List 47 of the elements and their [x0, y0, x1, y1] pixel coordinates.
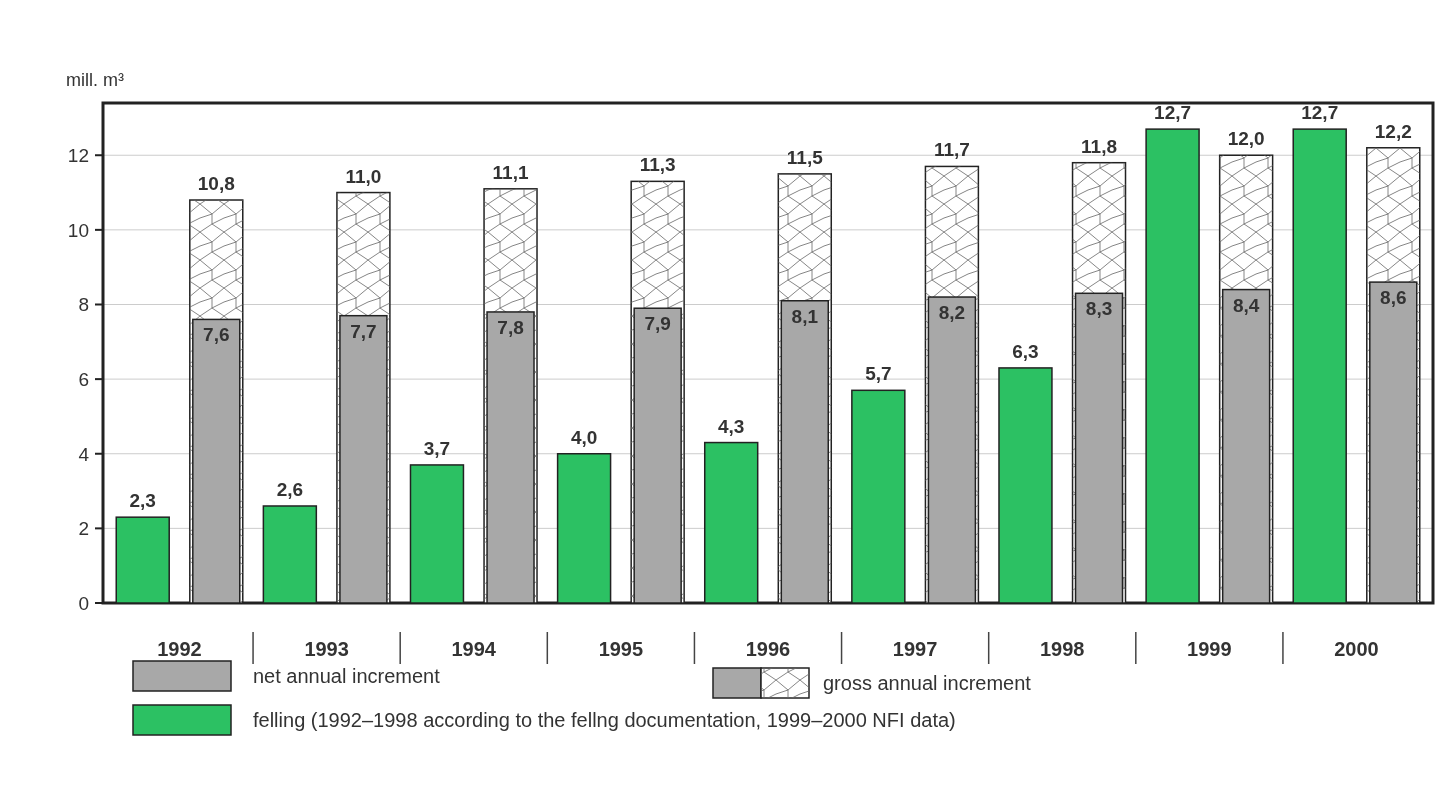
data-label: 8,4 — [1232, 294, 1260, 316]
x-tick-label: 2000 — [1334, 638, 1379, 660]
data-label: 11,1 — [492, 161, 529, 183]
data-label: 7,8 — [497, 316, 524, 338]
data-label: 2,6 — [276, 478, 304, 500]
data-label: 7,9 — [644, 313, 671, 335]
y-tick-label: 6 — [78, 369, 89, 391]
data-label: 5,7 — [865, 363, 892, 385]
data-label: 4,0 — [570, 426, 598, 448]
x-tick-label: 1997 — [892, 638, 938, 660]
data-label: 3,7 — [423, 437, 451, 459]
x-tick-label: 1992 — [157, 638, 202, 660]
data-label: 7,6 — [203, 324, 230, 346]
y-tick-label: 0 — [78, 593, 89, 614]
x-tick-label: 1999 — [1187, 638, 1232, 660]
y-tick-label: 4 — [78, 443, 90, 465]
data-label: 11,3 — [639, 154, 676, 176]
data-label: 8,1 — [791, 305, 819, 327]
data-label: 12,0 — [1227, 128, 1265, 150]
y-tick-label: 8 — [78, 294, 89, 316]
x-tick-label: 1994 — [451, 638, 497, 660]
x-tick-label: 1995 — [598, 638, 644, 660]
y-tick-label: 12 — [67, 145, 89, 167]
data-label: 12,7 — [1301, 102, 1339, 124]
data-label: 11,7 — [933, 139, 970, 161]
y-tick-label: 10 — [67, 219, 89, 241]
data-label: 12,2 — [1374, 120, 1412, 142]
data-label: 10,8 — [197, 173, 235, 195]
legend-label: gross annual increment — [823, 672, 1032, 694]
data-label: 7,7 — [350, 320, 377, 342]
y-tick-label: 2 — [78, 518, 89, 540]
x-tick-label: 1996 — [745, 638, 791, 660]
y-axis-title: mill. m³ — [66, 70, 124, 90]
x-tick-label: 1998 — [1040, 638, 1085, 660]
data-label: 8,2 — [938, 302, 966, 324]
data-label: 11,8 — [1081, 135, 1117, 157]
legend-label: net annual increment — [253, 665, 441, 687]
data-label: 12,7 — [1154, 102, 1192, 124]
legend-label: felling (1992–1998 according to the fellng documentation, 1999–2000 NFI data) — [253, 709, 956, 731]
data-label: 8,3 — [1085, 298, 1113, 320]
x-tick-label: 1993 — [304, 638, 349, 660]
data-label: 4,3 — [718, 415, 745, 437]
data-label: 11,0 — [345, 165, 382, 187]
data-label: 2,3 — [129, 490, 156, 512]
data-label: 8,6 — [1380, 287, 1407, 309]
data-label: 6,3 — [1012, 340, 1039, 362]
data-label: 11,5 — [786, 146, 824, 168]
